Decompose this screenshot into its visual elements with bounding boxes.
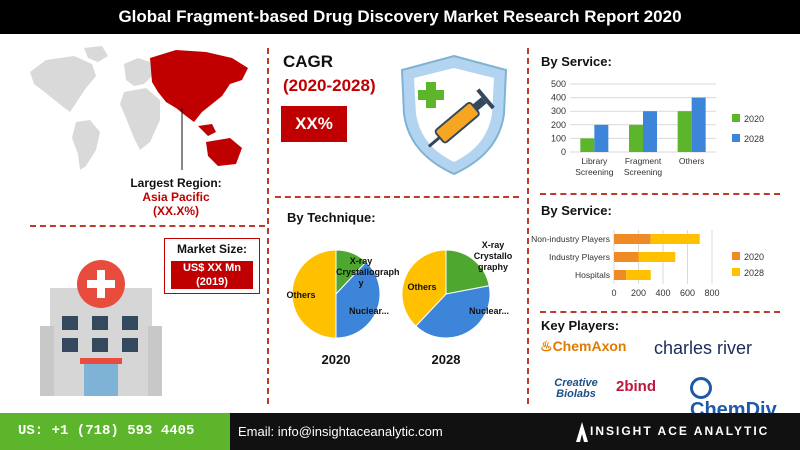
- service-chart1-title: By Service:: [541, 54, 612, 69]
- report-title: Global Fragment-based Drug Discovery Mar…: [0, 0, 800, 34]
- chemdiv-globe-icon: [690, 376, 712, 399]
- logo-2bind: 2bind: [616, 378, 656, 395]
- pie-2028-slice-0: [445, 249, 490, 295]
- bar2-category-label: Industry Players: [549, 252, 610, 262]
- bar2-xtick-label: 800: [704, 288, 719, 298]
- largest-region-share: (XX.X%): [152, 204, 199, 218]
- bar2-xtick-label: 400: [655, 288, 670, 298]
- technique-pie-charts: [291, 249, 491, 339]
- bar2-xtick-label: 600: [680, 288, 695, 298]
- bar1-category-label: Screening: [624, 167, 663, 177]
- divider-right-vertical: [527, 48, 529, 404]
- cagr-value: XX%: [281, 106, 347, 142]
- bar1-bar-2020-2: [677, 111, 692, 152]
- bar2-legend-label-2020: 2020: [744, 252, 764, 262]
- divider-left-horizontal: [30, 225, 265, 227]
- bar2-legend-swatch-2028: [732, 268, 740, 276]
- bar2-category-label: Hospitals: [575, 270, 610, 280]
- bar1-legend-swatch-2020: [732, 114, 740, 122]
- bar1-category-label: Others: [679, 156, 705, 166]
- market-size-amount: US$ XX Mn: [182, 262, 242, 274]
- bar1-bar-2020-0: [580, 138, 595, 152]
- bar2-category-label: Non-industry Players: [531, 234, 610, 244]
- bar2-bar-2020-1: [614, 252, 639, 262]
- market-size-label: Market Size:: [176, 242, 248, 256]
- bar2-xtick-label: 0: [611, 288, 616, 298]
- bar1-ytick-label: 500: [551, 79, 566, 89]
- pie2020-label-nuclear: Nuclear...: [348, 306, 390, 316]
- divider-right-horizontal-2: [540, 311, 780, 313]
- divider-right-horizontal-1: [540, 193, 780, 195]
- largest-region-name: Asia Pacific: [142, 190, 210, 204]
- pie-2020-slice-2: [291, 249, 337, 339]
- logo-charles-river: charles river: [654, 338, 753, 358]
- pie2020-label-others: Others: [286, 290, 316, 300]
- footer-phone: US: +1 (718) 593 4405: [0, 413, 230, 450]
- bar1-bar-2028-2: [691, 97, 706, 152]
- bar1-ytick-label: 0: [561, 147, 566, 157]
- bar1-legend-swatch-2028: [732, 134, 740, 142]
- market-size-box: Market Size: US$ XX Mn (2019): [164, 238, 260, 294]
- bar2-bar-2020-0: [614, 234, 651, 244]
- service-chart2-title: By Service:: [541, 203, 612, 218]
- footer: US: +1 (718) 593 4405 Email: info@insigh…: [0, 413, 800, 450]
- insight-ace-logo-icon: [576, 422, 588, 442]
- logo-chemaxon: ♨ChemAxon: [540, 338, 627, 354]
- pie-2028-slice-1: [415, 285, 491, 339]
- market-size-year: (2019): [196, 276, 228, 288]
- bar1-ytick-label: 400: [551, 93, 566, 103]
- pie-year-2020: 2020: [321, 352, 351, 367]
- chemaxon-flame-icon: ♨: [540, 338, 553, 354]
- world-map-icon: [30, 46, 248, 170]
- pie-year-2028: 2028: [431, 352, 461, 367]
- bar2-bar-2020-2: [614, 270, 627, 280]
- market-size-value: US$ XX Mn (2019): [171, 261, 253, 289]
- bar1-legend-label-2028: 2028: [744, 134, 764, 144]
- pie2028-label-xray: X-ray Crystallo graphy: [473, 240, 513, 272]
- cagr-period: (2020-2028): [283, 76, 376, 95]
- bar1-category-label: Screening: [575, 167, 614, 177]
- pie2020-label-xray: X-ray Crystallograph y: [336, 256, 400, 288]
- cagr-title: CAGR: [283, 52, 334, 71]
- bar2-legend-swatch-2020: [732, 252, 740, 260]
- bar1-category-label: Library: [581, 156, 608, 166]
- bar1-bar-2020-1: [629, 124, 643, 152]
- service-bar-chart: 0100200300400500LibraryScreeningFragment…: [551, 79, 764, 177]
- bar2-bar-2028-0: [650, 234, 700, 244]
- bar1-ytick-label: 300: [551, 106, 566, 116]
- shield-syringe-icon: [400, 54, 508, 176]
- bar2-bar-2028-2: [626, 270, 651, 280]
- divider-left-vertical: [267, 48, 269, 404]
- bar1-legend-label-2020: 2020: [744, 114, 764, 124]
- pie-2028-slice-2: [401, 249, 447, 327]
- footer-brand: INSIGHT ACE ANALYTIC: [590, 424, 770, 438]
- key-players-title: Key Players:: [541, 318, 620, 333]
- bar2-bar-2028-1: [638, 252, 676, 262]
- service-hbar-chart: 0 200 400 600 800 Non-industry Players Industr…: [531, 230, 764, 298]
- bar1-bar-2028-0: [594, 124, 609, 152]
- bar2-legend-label-2028: 2028: [744, 268, 764, 278]
- bar1-ytick-label: 100: [551, 133, 566, 143]
- bar2-xtick-label: 200: [631, 288, 646, 298]
- bar1-ytick-label: 200: [551, 120, 566, 130]
- technique-title: By Technique:: [287, 210, 376, 225]
- bar1-category-label: Fragment: [625, 156, 662, 166]
- pie-2020-slice-1: [335, 261, 381, 339]
- bar1-bar-2028-1: [643, 111, 657, 152]
- pie2028-label-others: Others: [407, 282, 437, 292]
- largest-region-label: Largest Region:: [130, 176, 222, 190]
- hospital-icon: [40, 260, 162, 396]
- logo-creative-biolabs: Creative Biolabs: [554, 377, 598, 400]
- footer-email: Email: info@insightaceanalytic.com: [230, 413, 800, 450]
- divider-center-horizontal: [275, 196, 519, 198]
- pie2028-label-nuclear: Nuclear...: [468, 306, 510, 316]
